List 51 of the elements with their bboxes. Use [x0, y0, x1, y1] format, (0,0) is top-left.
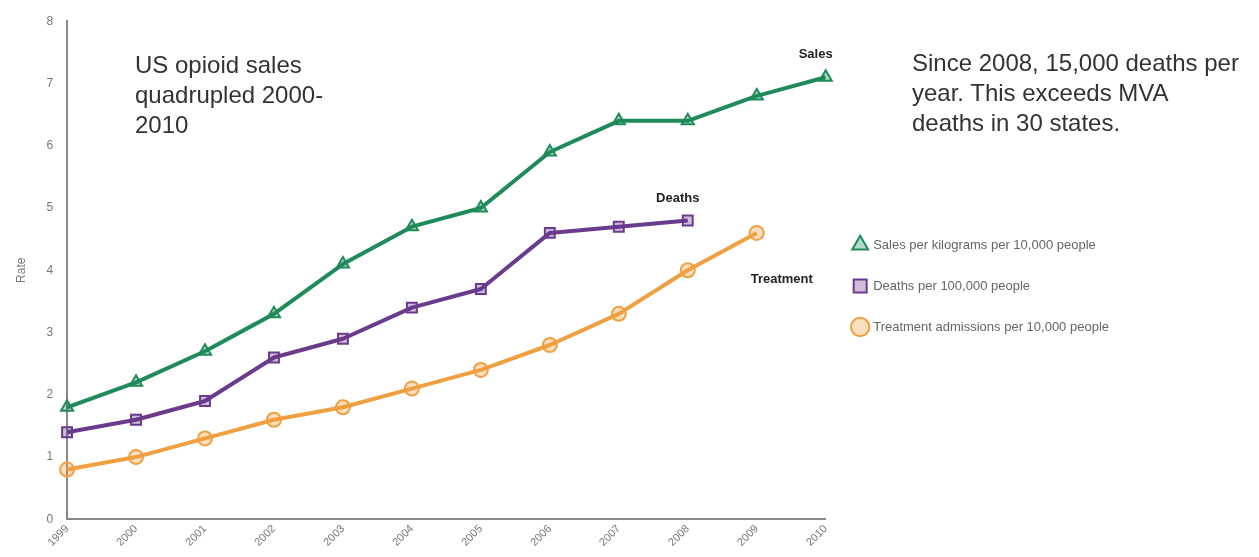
point — [541, 337, 558, 354]
point — [473, 200, 488, 213]
point — [403, 380, 420, 397]
y-tick-label: 2 — [46, 387, 54, 402]
point — [612, 220, 625, 233]
point — [681, 214, 694, 227]
y-tick-label: 0 — [46, 511, 54, 526]
point — [60, 399, 75, 412]
y-tick-label: 7 — [46, 75, 54, 90]
point — [611, 112, 626, 126]
y-tick-label: 8 — [46, 13, 54, 28]
point — [335, 256, 350, 269]
annotation: Deaths — [656, 189, 700, 205]
annotation: Treatment — [750, 271, 814, 286]
point — [61, 426, 74, 439]
point — [336, 332, 349, 345]
annotation: US opioid sales quadrupled 2000-2010 — [135, 50, 325, 140]
y-tick-label: 4 — [46, 262, 54, 277]
y-tick-label: 5 — [46, 200, 54, 215]
point — [404, 218, 419, 232]
point — [749, 87, 764, 101]
point — [265, 411, 282, 428]
point — [610, 305, 627, 322]
point — [818, 69, 833, 82]
point — [128, 374, 144, 387]
annotation: Sales — [798, 46, 833, 62]
point — [474, 283, 487, 295]
legend-label: Treatment admissions per 10,000 people — [873, 318, 1110, 334]
point — [542, 143, 557, 157]
point — [748, 224, 765, 241]
point — [197, 430, 213, 447]
legend-label: Deaths per 100,000 people — [873, 277, 1031, 293]
point — [268, 351, 280, 364]
text: Since 2008, 15,000 deaths per year. This exceeds MVA deaths in 30 states. — [912, 48, 1240, 138]
point — [266, 305, 282, 319]
point — [130, 413, 142, 426]
y-tick-label: 6 — [46, 138, 54, 153]
point — [199, 395, 211, 407]
point — [128, 449, 145, 466]
point — [405, 301, 418, 314]
point — [679, 262, 696, 279]
point — [472, 361, 489, 378]
point — [680, 112, 695, 126]
legend-label: Sales per kilograms per 10,000 people — [873, 236, 1096, 252]
point — [197, 343, 213, 356]
y-tick-label: 1 — [46, 449, 54, 464]
point — [59, 461, 76, 478]
point — [543, 226, 556, 239]
y-tick-label: 3 — [46, 324, 54, 339]
point — [334, 399, 351, 416]
y-axis-title: Rate — [13, 257, 28, 283]
